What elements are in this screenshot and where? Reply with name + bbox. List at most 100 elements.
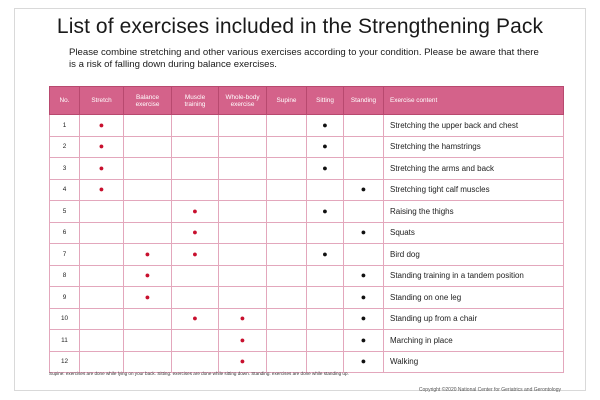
table-row: 2 ● ● Stretching the hamstrings [49, 135, 564, 158]
cell-muscle [171, 135, 219, 158]
col-header-no: No. [49, 86, 80, 115]
table-header-row: No. Stretch Balance exercise Muscle trai… [49, 86, 564, 115]
cell-sitting [306, 350, 344, 373]
category-dot-icon: ● [192, 313, 198, 324]
position-dot-icon: ● [322, 119, 328, 130]
cell-stretch [79, 286, 124, 309]
table-row: 11 ● ● Marching in place [49, 329, 564, 352]
col-header-stretch: Stretch [79, 86, 124, 115]
cell-muscle [171, 157, 219, 180]
category-dot-icon: ● [144, 291, 151, 302]
cell-muscle [171, 329, 219, 352]
category-dot-icon: ● [98, 162, 105, 173]
cell-stretch: ● [79, 157, 124, 180]
cell-balance [123, 221, 172, 244]
col-header-wholebody: Whole-body exercise [218, 86, 267, 115]
row-number: 4 [49, 178, 80, 201]
cell-supine [266, 178, 307, 201]
cell-sitting [306, 286, 344, 309]
category-dot-icon: ● [192, 205, 198, 216]
cell-stretch: ● [79, 178, 124, 201]
position-dot-icon: ● [360, 313, 367, 324]
col-header-balance: Balance exercise [123, 86, 172, 115]
cell-standing: ● [343, 264, 384, 287]
cell-balance [123, 329, 172, 352]
position-dot-icon: ● [322, 248, 328, 259]
cell-sitting: ● [306, 135, 344, 158]
exercise-content: Squats [383, 221, 564, 244]
exercise-content: Raising the thighs [383, 200, 564, 223]
intro-text: Please combine stretching and other vari… [69, 47, 539, 70]
cell-wholebody [218, 178, 267, 201]
position-dot-icon: ● [360, 291, 367, 302]
position-dot-icon: ● [360, 334, 367, 345]
cell-muscle: ● [171, 221, 219, 244]
table-row: 4 ● ● Stretching tight calf muscles [49, 178, 564, 201]
cell-supine [266, 243, 307, 266]
position-dot-icon: ● [360, 270, 367, 281]
cell-sitting: ● [306, 114, 344, 137]
table-row: 10 ● ● ● Standing up from a chair [49, 307, 564, 330]
cell-balance [123, 307, 172, 330]
cell-wholebody [218, 200, 267, 223]
cell-balance [123, 200, 172, 223]
cell-standing: ● [343, 329, 384, 352]
category-dot-icon: ● [192, 248, 198, 259]
col-header-sitting: Sitting [306, 86, 344, 115]
exercise-content: Standing on one leg [383, 286, 564, 309]
cell-stretch [79, 350, 124, 373]
cell-standing: ● [343, 286, 384, 309]
cell-muscle [171, 264, 219, 287]
position-dot-icon: ● [322, 162, 328, 173]
cell-standing: ● [343, 221, 384, 244]
category-dot-icon: ● [239, 356, 246, 367]
cell-muscle: ● [171, 243, 219, 266]
exercise-content: Bird dog [383, 243, 564, 266]
col-header-supine: Supine [266, 86, 307, 115]
table-body: 1 ● ● Stretching the upper back and chest 2 ●… [49, 114, 564, 373]
cell-standing: ● [343, 307, 384, 330]
cell-balance [123, 135, 172, 158]
table-row: 6 ● ● Squats [49, 221, 564, 244]
exercise-content: Marching in place [383, 329, 564, 352]
category-dot-icon: ● [239, 334, 246, 345]
table-row: 9 ● ● Standing on one leg [49, 286, 564, 309]
cell-supine [266, 307, 307, 330]
cell-balance: ● [123, 243, 172, 266]
position-dot-icon: ● [322, 205, 328, 216]
col-header-standing: Standing [343, 86, 384, 115]
cell-supine [266, 350, 307, 373]
cell-supine [266, 200, 307, 223]
cell-muscle [171, 178, 219, 201]
cell-muscle [171, 286, 219, 309]
page-title: List of exercises included in the Streng… [56, 15, 544, 38]
cell-supine [266, 135, 307, 158]
exercise-content: Standing up from a chair [383, 307, 564, 330]
cell-standing [343, 114, 384, 137]
col-header-content: Exercise content [383, 86, 564, 115]
category-dot-icon: ● [98, 184, 105, 195]
col-header-muscle: Muscle training [171, 86, 219, 115]
cell-stretch: ● [79, 135, 124, 158]
cell-sitting: ● [306, 200, 344, 223]
category-dot-icon: ● [144, 270, 151, 281]
cell-wholebody [218, 135, 267, 158]
table-row: 1 ● ● Stretching the upper back and chest [49, 114, 564, 137]
cell-standing [343, 200, 384, 223]
cell-muscle: ● [171, 307, 219, 330]
cell-sitting [306, 329, 344, 352]
cell-standing [343, 157, 384, 180]
cell-wholebody [218, 157, 267, 180]
cell-standing: ● [343, 350, 384, 373]
row-number: 5 [49, 200, 80, 223]
category-dot-icon: ● [98, 141, 105, 152]
cell-supine [266, 221, 307, 244]
cell-stretch: ● [79, 114, 124, 137]
table-row: 7 ● ● ● Bird dog [49, 243, 564, 266]
row-number: 7 [49, 243, 80, 266]
cell-stretch [79, 221, 124, 244]
cell-standing: ● [343, 178, 384, 201]
position-dot-icon: ● [322, 141, 328, 152]
exercise-content: Stretching the upper back and chest [383, 114, 564, 137]
exercise-content: Walking [383, 350, 564, 373]
